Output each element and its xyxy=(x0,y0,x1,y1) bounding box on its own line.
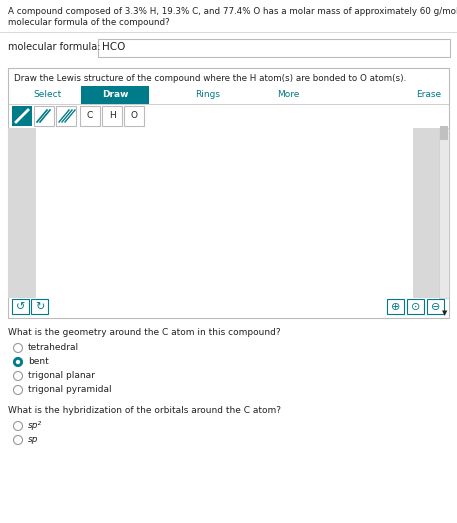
Text: trigonal pyramidal: trigonal pyramidal xyxy=(28,385,112,394)
FancyBboxPatch shape xyxy=(427,299,444,314)
Circle shape xyxy=(16,360,20,364)
Text: Rings: Rings xyxy=(196,90,220,99)
Text: ⊖: ⊖ xyxy=(431,302,440,312)
Bar xyxy=(81,86,149,104)
Text: Draw: Draw xyxy=(102,90,128,99)
Text: bent: bent xyxy=(28,358,49,367)
FancyBboxPatch shape xyxy=(387,299,404,314)
Text: What is the hybridization of the orbitals around the C atom?: What is the hybridization of the orbital… xyxy=(8,406,281,415)
Circle shape xyxy=(14,422,22,430)
Text: ⊕: ⊕ xyxy=(391,302,400,312)
FancyBboxPatch shape xyxy=(8,68,449,318)
FancyBboxPatch shape xyxy=(80,106,100,126)
FancyBboxPatch shape xyxy=(56,106,76,126)
Text: sp: sp xyxy=(28,436,38,445)
FancyBboxPatch shape xyxy=(34,106,54,126)
FancyBboxPatch shape xyxy=(98,39,450,57)
Text: What is the geometry around the C atom in this compound?: What is the geometry around the C atom i… xyxy=(8,328,281,337)
Text: trigonal planar: trigonal planar xyxy=(28,371,95,381)
Text: A compound composed of 3.3% H, 19.3% C, and 77.4% O has a molar mass of approxim: A compound composed of 3.3% H, 19.3% C, … xyxy=(8,7,457,16)
FancyBboxPatch shape xyxy=(12,299,29,314)
Text: O: O xyxy=(131,111,138,120)
FancyBboxPatch shape xyxy=(12,106,32,126)
FancyBboxPatch shape xyxy=(31,299,48,314)
Text: ▼: ▼ xyxy=(442,310,448,316)
Circle shape xyxy=(14,436,22,445)
Text: H: H xyxy=(109,111,115,120)
Bar xyxy=(8,128,36,298)
Text: More: More xyxy=(277,90,299,99)
Bar xyxy=(413,128,439,298)
Text: Select: Select xyxy=(34,90,62,99)
Bar xyxy=(439,128,449,298)
Text: HCO: HCO xyxy=(102,42,125,52)
FancyBboxPatch shape xyxy=(124,106,144,126)
Text: ↻: ↻ xyxy=(35,302,44,312)
Text: ↺: ↺ xyxy=(16,302,25,312)
FancyBboxPatch shape xyxy=(407,299,424,314)
Circle shape xyxy=(14,371,22,381)
Text: Draw the Lewis structure of the compound where the H atom(s) are bonded to O ato: Draw the Lewis structure of the compound… xyxy=(14,74,406,83)
Text: ⊙: ⊙ xyxy=(411,302,420,312)
Text: C: C xyxy=(87,111,93,120)
Circle shape xyxy=(14,385,22,394)
Text: molecular formula:: molecular formula: xyxy=(8,42,101,52)
Text: Erase: Erase xyxy=(416,90,441,99)
FancyBboxPatch shape xyxy=(102,106,122,126)
Text: tetrahedral: tetrahedral xyxy=(28,344,79,353)
Text: sp²: sp² xyxy=(28,422,42,430)
Circle shape xyxy=(14,344,22,353)
Text: molecular formula of the compound?: molecular formula of the compound? xyxy=(8,18,170,27)
Circle shape xyxy=(14,358,22,367)
Bar xyxy=(440,126,448,140)
